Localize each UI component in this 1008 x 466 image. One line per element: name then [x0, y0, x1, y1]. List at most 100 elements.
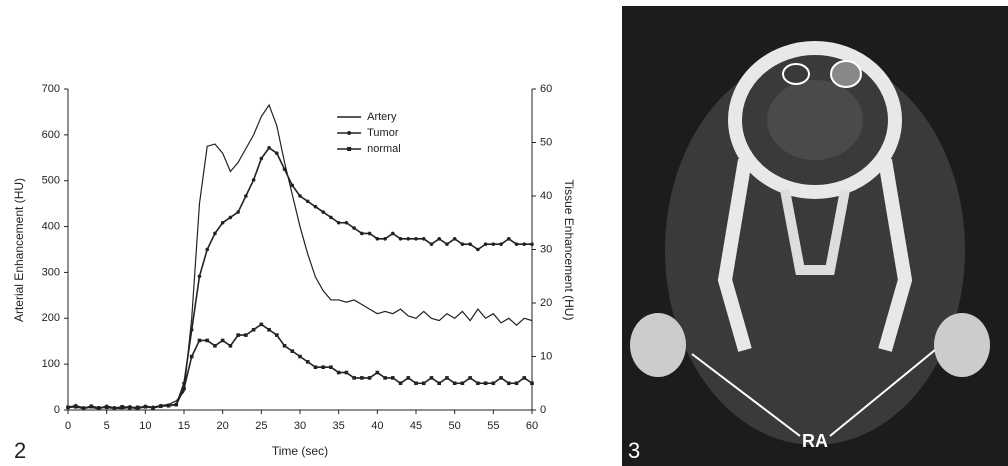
marker [282, 167, 287, 172]
marker [445, 376, 449, 380]
marker [97, 406, 101, 410]
marker [468, 376, 472, 380]
marker [375, 237, 380, 241]
x-tick-label: 20 [217, 420, 229, 432]
marker [530, 381, 534, 386]
marker [421, 237, 426, 241]
marker [251, 327, 256, 332]
y-tick-label: 500 [42, 175, 60, 187]
y2-tick-label: 20 [540, 297, 552, 309]
marker [189, 354, 194, 359]
marker [189, 327, 194, 332]
marker [73, 404, 78, 409]
marker [530, 242, 534, 246]
marker [383, 237, 387, 241]
x-tick-label: 55 [487, 420, 499, 432]
marker [182, 386, 186, 391]
marker [468, 242, 472, 246]
marker [228, 215, 233, 220]
marker [476, 381, 480, 386]
marker [244, 194, 248, 198]
marker [275, 333, 279, 337]
marker [499, 376, 503, 380]
marker [367, 376, 372, 380]
y-tick-label: 100 [42, 358, 60, 370]
x-tick-label: 5 [104, 420, 110, 432]
arrow [829, 349, 936, 437]
legend-label: normal [367, 143, 401, 155]
marker [275, 151, 279, 155]
marker [290, 349, 295, 353]
marker [120, 404, 124, 409]
marker [406, 376, 411, 380]
marker [352, 226, 356, 230]
x-tick-label: 30 [294, 420, 306, 432]
y-tick-label: 600 [42, 129, 60, 141]
marker [507, 237, 511, 241]
marker [143, 404, 148, 409]
marker [398, 381, 403, 386]
y2-tick-label: 40 [540, 190, 552, 202]
marker [305, 199, 310, 204]
marker [522, 242, 527, 246]
y2-tick-label: 0 [540, 404, 546, 416]
marker [228, 344, 233, 348]
x-tick-label: 40 [371, 420, 383, 432]
y2-tick-label: 50 [540, 136, 552, 148]
marker [321, 210, 326, 214]
y-tick-label: 700 [42, 83, 60, 95]
marker [220, 220, 225, 225]
marker [236, 210, 240, 214]
marker [476, 247, 480, 252]
marker [236, 333, 240, 337]
ct-shoulder-left [630, 313, 686, 377]
marker [421, 381, 426, 386]
x-tick-label: 60 [526, 420, 538, 432]
marker [398, 237, 403, 241]
marker [352, 376, 356, 380]
y-tick-label: 200 [42, 312, 60, 324]
marker [406, 237, 411, 241]
marker [205, 247, 209, 252]
marker [159, 404, 163, 409]
marker [414, 237, 418, 241]
legend-marker [347, 131, 352, 135]
ct-bones [717, 158, 913, 352]
marker [329, 365, 333, 369]
x-tick-label: 50 [449, 420, 461, 432]
marker [391, 376, 395, 380]
x-axis-label: Time (sec) [272, 444, 328, 458]
marker [128, 406, 132, 410]
ct-jaw [780, 189, 850, 275]
marker [344, 370, 349, 375]
y-tick-label: 400 [42, 220, 60, 232]
roi-normal [782, 63, 810, 85]
legend-marker [347, 147, 352, 151]
marker [360, 376, 364, 380]
marker [507, 381, 511, 386]
marker [213, 344, 217, 348]
marker [522, 376, 527, 380]
marker [344, 220, 349, 225]
marker [205, 338, 209, 343]
x-tick-label: 10 [139, 420, 151, 432]
marker [437, 381, 441, 386]
y2-tick-label: 60 [540, 83, 552, 95]
ct-shoulder-right [934, 313, 990, 377]
marker [298, 354, 302, 359]
marker [321, 365, 325, 369]
marker [445, 242, 449, 246]
marker [151, 406, 155, 410]
marker [174, 402, 179, 407]
panel-label: 3 [628, 438, 640, 463]
marker [491, 242, 496, 246]
marker [251, 178, 256, 182]
marker [267, 327, 271, 332]
x-tick-label: 45 [410, 420, 422, 432]
marker [383, 376, 387, 380]
marker [491, 381, 496, 386]
marker [375, 370, 380, 375]
x-tick-label: 25 [255, 420, 267, 432]
marker [290, 183, 295, 188]
